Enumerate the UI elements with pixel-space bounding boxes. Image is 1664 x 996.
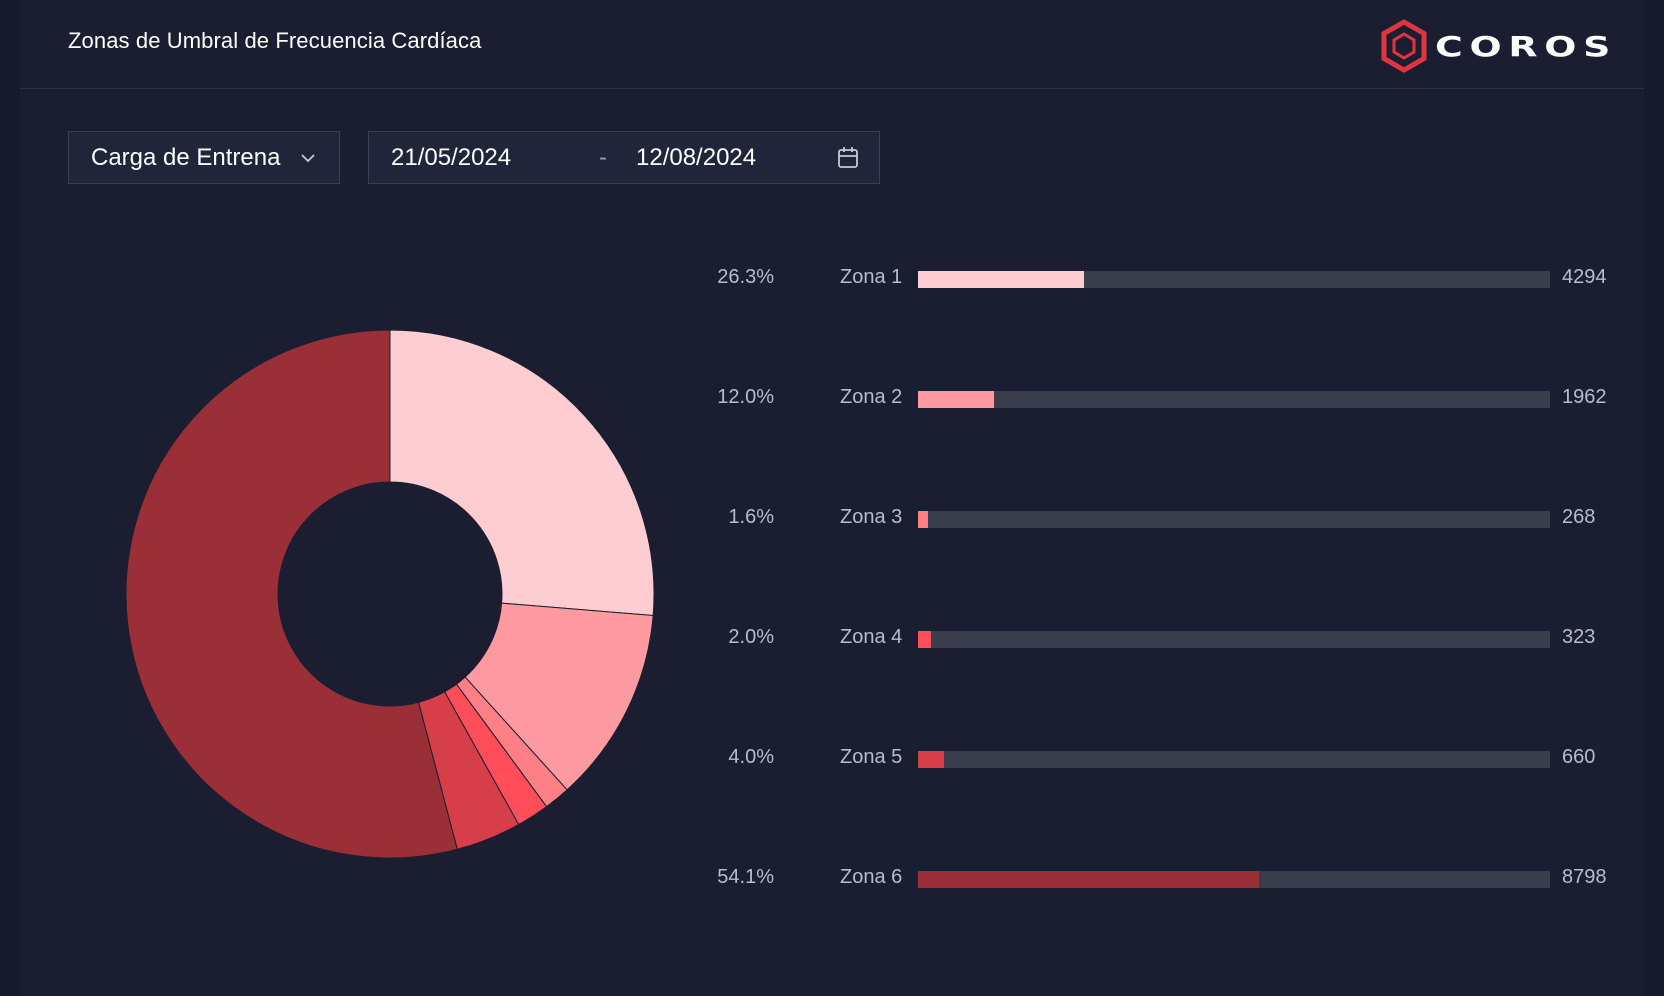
zone-value-label: 8798 [1562,866,1607,888]
date-range-picker[interactable]: 21/05/2024 - 12/08/2024 [368,131,880,184]
zone-value-label: 4294 [1562,266,1607,288]
zone-row: 4.0% Zona 5 660 [0,744,1664,774]
date-separator: - [599,144,607,171]
zone-name-label: Zona 3 [840,506,903,528]
zone-row: 12.0% Zona 2 1962 [0,384,1664,414]
zone-bar-fill [918,511,929,528]
zone-percent-label: 54.1% [717,866,774,888]
zone-percent-label: 26.3% [717,266,774,288]
zone-bar-fill [918,271,1085,288]
zone-name-label: Zona 4 [840,626,903,648]
calendar-icon[interactable] [837,146,859,170]
zone-value-label: 323 [1562,626,1596,648]
zone-value-label: 268 [1562,506,1596,528]
zone-percent-label: 12.0% [717,386,774,408]
zone-bar-track [918,751,1550,768]
zone-percent-label: 1.6% [728,506,774,528]
zone-bar-track [918,871,1550,888]
zone-bar-track [918,631,1550,648]
zone-bar-track [918,271,1550,288]
zone-bar-fill [918,631,931,648]
zone-bar-fill [918,751,944,768]
date-end-input[interactable]: 12/08/2024 [636,144,757,171]
zone-row: 2.0% Zona 4 323 [0,624,1664,654]
zone-name-label: Zona 5 [840,746,903,768]
zone-bar-track [918,391,1550,408]
zone-name-label: Zona 1 [840,266,903,288]
zone-percent-label: 4.0% [728,746,774,768]
donut-slice-zona-6[interactable] [126,330,458,858]
metric-dropdown[interactable]: Carga de Entrena [68,131,340,184]
zone-name-label: Zona 6 [840,866,903,888]
date-start-input[interactable]: 21/05/2024 [391,144,512,171]
zone-percent-label: 2.0% [728,626,774,648]
zone-bar-fill [918,871,1260,888]
donut-slice-zona-2[interactable] [464,602,654,791]
page-title: Zonas de Umbral de Frecuencia Cardíaca [68,28,482,53]
logo-text: COROS [1435,29,1618,63]
coros-hexagon-logo-icon [1381,19,1427,73]
panel-header: Zonas de Umbral de Frecuencia Cardíaca C… [20,0,1644,89]
zone-value-label: 1962 [1562,386,1607,408]
zone-bar-fill [918,391,995,408]
coros-logo: COROS [1379,18,1616,74]
zone-value-label: 660 [1562,746,1596,768]
zone-bar-track [918,511,1550,528]
zone-donut-chart [126,330,654,858]
donut-slice-zona-1[interactable] [389,330,654,617]
metric-dropdown-value: Carga de Entrena [91,143,281,171]
zone-row: 26.3% Zona 1 4294 [0,264,1664,294]
zone-name-label: Zona 2 [840,386,903,408]
zone-row: 54.1% Zona 6 8798 [0,864,1664,894]
chevron-down-icon [301,153,315,162]
zone-row: 1.6% Zona 3 268 [0,504,1664,534]
